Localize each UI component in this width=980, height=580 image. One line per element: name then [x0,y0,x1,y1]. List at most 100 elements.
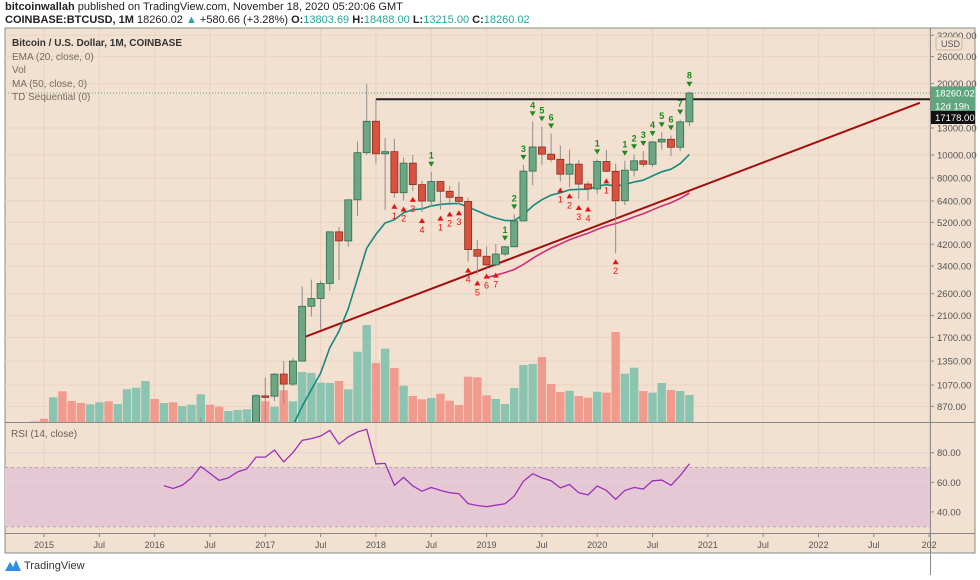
candle-body [344,199,353,242]
last-price: 18260.02 [137,14,183,26]
candle-body [528,146,537,172]
time-axis-label: 2022 [808,540,828,550]
td-sell-count: 6 [668,114,673,124]
legend-ema[interactable]: EMA (20, close, 0) [12,51,94,63]
candle [353,141,362,216]
td-sell-count: 4 [530,100,535,110]
rsi-line [163,428,690,508]
volume-bar [629,367,639,422]
candle [676,119,685,152]
volume-bar [648,392,657,422]
candle [427,171,436,207]
volume-bar [380,348,390,422]
volume-bar [454,405,464,422]
volume-bar [353,351,362,422]
candle [648,141,657,167]
volume-bar [30,421,39,422]
legend-td[interactable]: TD Sequential (0) [12,92,91,103]
candle-body [537,146,546,155]
rsi-pane [5,428,930,528]
candle [325,231,334,291]
candle [270,373,279,402]
candle [307,279,316,317]
price-axis-label: 8000.00 [937,173,971,184]
volume-bar [657,383,666,422]
candle [418,180,426,212]
td-sell-arrow-icon [640,140,647,146]
symbol-name: COINBASE:BTCUSD, 1M [5,14,134,26]
td-sell-count: 5 [659,111,664,121]
td-buy-count: 3 [410,204,415,214]
candle-body [427,181,436,202]
candle-body [454,196,463,202]
volume-bar [593,391,602,422]
candle [556,145,565,182]
td-buy-arrow-icon [474,280,481,286]
candle [611,163,620,254]
candle [390,138,399,198]
candle-body [362,120,371,154]
rsi-band [5,467,930,527]
volume-bar [104,401,113,422]
time-axis-label: 2021 [698,540,718,550]
tradingview-logo[interactable]: TradingView [5,559,85,572]
volume-bar [316,382,325,422]
brand-name: TradingView [24,559,85,572]
candle-body [325,231,334,284]
td-buy-arrow-icon [584,206,591,212]
author-name[interactable]: bitcoinwallah [5,1,75,13]
legend-ma[interactable]: MA (50, close, 0) [12,78,88,90]
open-value: 13803.69 [303,14,350,26]
candle [298,286,307,362]
volume-bar [666,390,676,422]
volume-bar [528,364,537,422]
td-buy-count: 6 [484,281,489,291]
last-price-badge-bg [931,86,975,100]
td-buy-count: 2 [613,266,618,276]
candle [464,197,473,262]
volume-bar [427,398,436,422]
time-axis-label: 2017 [255,540,275,550]
candle [344,199,353,247]
td-buy-arrow-icon [437,215,444,221]
price-axis-label: 10000.00 [937,151,977,162]
td-sell-arrow-icon [428,161,435,167]
time-axis-label: Jul [757,540,769,550]
volume-bar [620,373,630,422]
candle-body [298,305,307,362]
candle-body [639,160,648,165]
candle-body [556,158,565,175]
td-sell-arrow-icon [677,109,684,115]
volume-bar [187,404,196,422]
volume-bar [297,372,307,422]
td-sell-arrow-icon [548,123,555,129]
candle-body [289,360,297,385]
td-sell-arrow-icon [511,204,518,210]
td-buy-count: 1 [558,195,563,205]
time-axis-label: Jul [425,540,437,550]
candle [639,150,648,167]
volume-bar [685,395,694,422]
time-axis-label: 2019 [477,540,497,550]
legend-symbol[interactable]: Bitcoin / U.S. Dollar, 1M, COINBASE [12,38,183,49]
td-buy-arrow-icon [603,178,610,184]
volume-bar [39,418,49,422]
volume-bar [224,411,233,422]
price-axis-label: 13000.00 [937,123,977,134]
time-axis-label: 202 [922,540,937,550]
volume-bar [150,399,159,422]
td-sell-count: 2 [632,133,637,143]
legend-vol[interactable]: Vol [12,65,26,76]
td-sell-count: 2 [512,193,517,203]
td-sell-count: 1 [622,140,627,150]
td-buy-arrow-icon [575,205,582,211]
rsi-legend[interactable]: RSI (14, close) [11,429,78,440]
change-up-icon: ▲ [185,14,197,26]
volume-bar [473,377,482,422]
td-buy-arrow-icon [391,203,398,209]
countdown-badge: 12d 19h [935,102,969,113]
time-axis-label: Jul [536,540,548,550]
candle-body [648,141,657,165]
